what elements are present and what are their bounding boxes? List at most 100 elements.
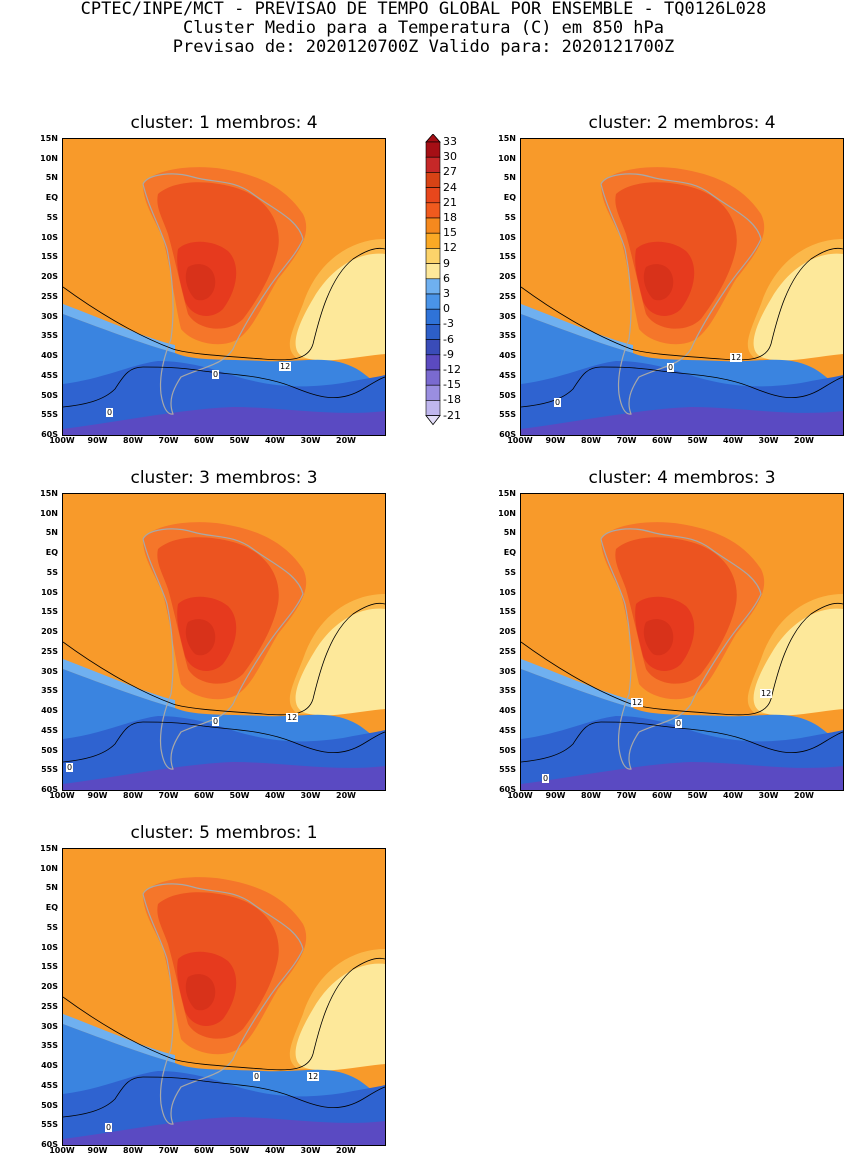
x-tick-label: 60W (194, 791, 214, 800)
x-tick-label: 40W (265, 436, 285, 445)
y-tick-label: 5S (504, 212, 516, 222)
colorbar-bottom-arrow (425, 415, 441, 426)
contour-label-12: 12 (760, 689, 773, 698)
y-tick-label: 60S (41, 430, 58, 439)
contour-label-0: 0 (105, 1123, 113, 1132)
contour-label-12: 12 (286, 713, 299, 722)
temperature-band-6 (63, 304, 175, 353)
y-tick-label: 60S (41, 785, 58, 794)
y-tick-label: 60S (499, 430, 516, 439)
map-panel-4 (520, 493, 844, 791)
y-tick-label: 30S (499, 666, 516, 676)
y-tick-label: 30S (41, 666, 58, 676)
y-tick-label: 50S (41, 1100, 58, 1110)
y-tick-label: 20S (41, 627, 58, 637)
y-tick-label: 60S (499, 785, 516, 794)
colorbar-label: -12 (443, 363, 461, 376)
map-panel-1 (62, 138, 386, 436)
colorbar-graphic (425, 134, 441, 426)
temperature-band-minus (63, 1117, 385, 1145)
y-tick-label: 55S (41, 1120, 58, 1130)
x-tick-label: 70W (158, 791, 179, 800)
y-tick-label: 45S (41, 370, 58, 380)
y-tick-label: 30S (499, 311, 516, 321)
colorbar-label: -6 (443, 332, 454, 346)
colorbar-label: 0 (443, 302, 450, 316)
x-tick-label: 70W (158, 1146, 179, 1155)
header-dates: Previsao de: 2020120700Z Valido para: 20… (172, 37, 675, 57)
x-tick-label: 50W (687, 436, 708, 445)
y-tick-label: EQ (45, 903, 58, 913)
colorbar-label: -18 (443, 393, 461, 407)
x-tick-label: 20W (336, 436, 356, 445)
temperature-band-9 (295, 608, 385, 716)
y-tick-label: 50S (499, 390, 516, 400)
x-tick-label: 70W (616, 436, 637, 445)
colorbar-swatch (425, 324, 441, 340)
colorbar-label: 12 (443, 241, 457, 255)
contour-label-0: 0 (253, 1072, 261, 1081)
isotherm-0 (521, 366, 843, 408)
x-tick-label: 80W (581, 436, 601, 445)
colorbar-label: 15 (443, 226, 457, 240)
contour-label-0: 0 (542, 774, 550, 783)
x-tick-label: 60W (194, 436, 214, 445)
y-tick-label: 5N (45, 528, 58, 538)
y-tick-label: 10S (41, 232, 58, 242)
colorbar-label: 27 (443, 165, 457, 179)
contour-label-12: 12 (307, 1072, 320, 1081)
map-svg-1 (63, 139, 385, 435)
x-tick-label: 90W (545, 436, 566, 445)
colorbar-swatch (425, 217, 441, 234)
isotherm-0 (63, 1076, 385, 1118)
x-tick-label: 30W (300, 436, 321, 445)
colorbar-swatch (425, 156, 441, 173)
colorbar-swatch (425, 248, 441, 264)
y-tick-label: 40S (499, 706, 516, 716)
panel-title-1: cluster: 1 membros: 4 (130, 113, 318, 133)
contour-label-12: 12 (730, 353, 743, 362)
temperature-band-9 (295, 963, 385, 1071)
x-tick-label: 30W (300, 1146, 321, 1155)
y-tick-label: 50S (41, 745, 58, 755)
y-tick-label: 25S (499, 291, 516, 301)
y-tick-label: 5N (503, 173, 516, 183)
x-tick-label: 40W (265, 791, 285, 800)
x-tick-label: 100W (49, 1146, 75, 1155)
x-tick-label: 40W (723, 791, 743, 800)
y-tick-label: 30S (41, 311, 58, 321)
y-tick-label: 40S (41, 706, 58, 716)
y-tick-label: EQ (503, 548, 516, 558)
y-tick-label: EQ (45, 193, 58, 203)
coastline (142, 528, 304, 770)
temperature-band-6 (521, 659, 633, 708)
colorbar-swatch (425, 369, 441, 386)
y-tick-label: 40S (499, 351, 516, 361)
header-subtitle: Cluster Medio para a Temperatura (C) em … (182, 18, 665, 38)
y-tick-label: 5S (46, 567, 58, 577)
y-tick-label: 25S (41, 291, 58, 301)
colorbar-top-arrow (425, 134, 441, 143)
x-tick-label: 80W (581, 791, 601, 800)
y-tick-label: EQ (503, 193, 516, 203)
colorbar-label: 18 (443, 211, 457, 224)
y-tick-label: 35S (41, 331, 58, 341)
y-tick-label: 25S (41, 646, 58, 656)
x-tick-label: 50W (687, 791, 708, 800)
map-svg-3 (63, 494, 385, 790)
y-tick-label: 60S (41, 1140, 58, 1149)
y-tick-label: 25S (499, 646, 516, 656)
y-tick-label: 55S (499, 410, 516, 420)
temperature-band-minus (63, 407, 385, 435)
x-tick-label: 100W (507, 436, 533, 445)
panel-title-4: cluster: 4 membros: 3 (588, 468, 776, 488)
x-tick-label: 100W (507, 791, 533, 800)
x-tick-label: 60W (194, 1146, 214, 1155)
x-tick-label: 20W (794, 791, 814, 800)
y-tick-label: 15S (41, 607, 58, 617)
y-tick-label: 5S (46, 212, 58, 222)
x-tick-label: 70W (158, 436, 179, 445)
colorbar-label: 33 (443, 135, 457, 148)
x-tick-label: 90W (545, 791, 566, 800)
coastline (142, 883, 304, 1125)
